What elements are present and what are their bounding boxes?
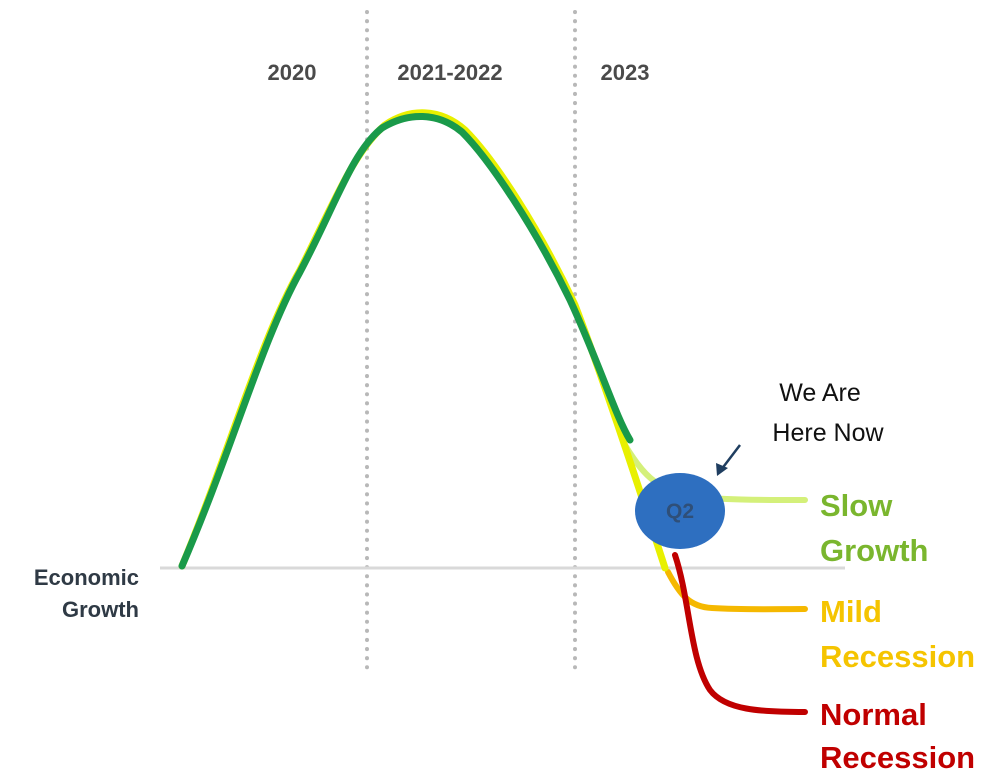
callout-line-1: We Are xyxy=(779,379,861,407)
scenario-mild-recession-line-2: Recession xyxy=(820,639,975,674)
period-label-2020: 2020 xyxy=(268,60,317,85)
axis-label-line-1: Economic xyxy=(34,565,139,590)
scenario-mild-recession-line-1: Mild xyxy=(820,594,882,629)
q2-label: Q2 xyxy=(666,500,694,523)
scenario-slow-growth-line-1: Slow xyxy=(820,488,893,523)
scenario-normal-recession-line-1: Normal xyxy=(820,697,927,732)
callout-arrow xyxy=(720,444,741,471)
main-curve-highlight xyxy=(178,109,669,572)
scenario-slow-growth-line-2: Growth xyxy=(820,533,929,568)
main-curve xyxy=(178,113,634,570)
period-label-2021-2022: 2021-2022 xyxy=(397,60,502,85)
period-label-2023: 2023 xyxy=(601,60,650,85)
mild-recession-line xyxy=(665,569,808,613)
scenario-normal-recession-line-2: Recession xyxy=(820,740,975,775)
normal-recession-line xyxy=(672,552,808,715)
q2-marker xyxy=(635,473,725,549)
callout-line-2: Here Now xyxy=(772,419,884,447)
arrowhead-icon xyxy=(716,463,728,476)
axis-label-line-2: Growth xyxy=(62,597,139,622)
